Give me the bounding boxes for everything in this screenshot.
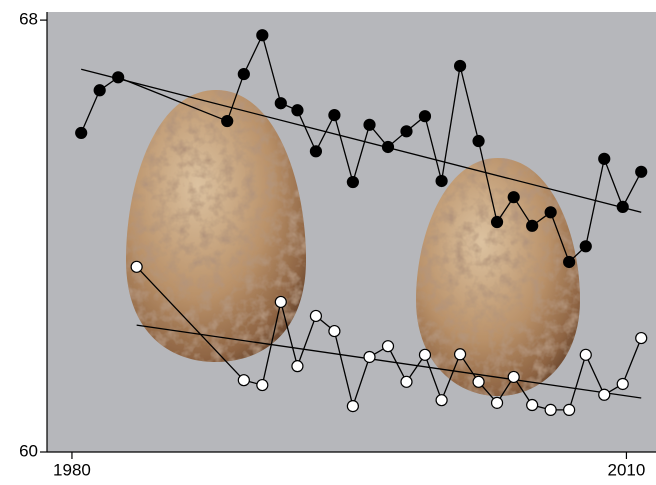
data-point (130, 260, 143, 273)
data-point (544, 206, 557, 219)
series-line (136, 266, 642, 411)
data-point (579, 240, 592, 253)
x-tick-label: 2010 (608, 460, 646, 479)
data-point (221, 114, 234, 128)
data-point (526, 398, 539, 412)
data-point (563, 403, 576, 416)
y-tick-label: 60 (19, 441, 38, 460)
data-point (256, 29, 269, 42)
data-point (274, 97, 287, 110)
data-point (363, 350, 376, 364)
data-point (237, 67, 250, 81)
data-point (400, 125, 413, 138)
data-point (112, 71, 125, 84)
data-point (93, 84, 106, 97)
data-point (418, 110, 432, 123)
data-point (363, 118, 376, 131)
data-point (490, 396, 504, 409)
data-point (472, 375, 485, 388)
data-point (507, 370, 520, 384)
data-point (256, 378, 269, 392)
x-tick-label: 1980 (53, 460, 91, 479)
data-point (435, 394, 448, 407)
data-point (598, 388, 611, 401)
data-point (400, 375, 413, 388)
data-point (346, 175, 359, 189)
plot-layer: 60 68 1980 2010 (19, 10, 656, 479)
data-point (598, 152, 611, 165)
data-point (418, 348, 432, 361)
data-point (635, 331, 648, 345)
data-point (291, 104, 304, 117)
data-point (563, 255, 576, 269)
data-point (237, 374, 250, 387)
egg-illustration (126, 90, 306, 362)
data-point (579, 348, 592, 361)
data-point (291, 360, 304, 373)
data-point (346, 400, 359, 413)
data-point (472, 134, 485, 148)
egg-illustration (416, 158, 580, 396)
data-point (435, 174, 448, 188)
trend-line (81, 68, 642, 213)
trend-line (136, 324, 642, 399)
data-point (635, 165, 648, 178)
data-point (616, 200, 629, 213)
y-tick-label: 68 (19, 10, 38, 29)
data-point (309, 309, 323, 323)
data-point (490, 215, 504, 229)
data-point (453, 59, 467, 73)
data-point (507, 191, 520, 204)
data-point (526, 219, 539, 232)
data-point (381, 140, 395, 154)
data-point (381, 340, 395, 353)
data-point (453, 348, 467, 361)
data-point (328, 109, 341, 122)
data-point (75, 126, 88, 140)
data-point (616, 377, 629, 391)
data-point (274, 295, 287, 309)
data-point (328, 324, 341, 338)
data-point (544, 403, 557, 416)
data-point (309, 145, 323, 158)
